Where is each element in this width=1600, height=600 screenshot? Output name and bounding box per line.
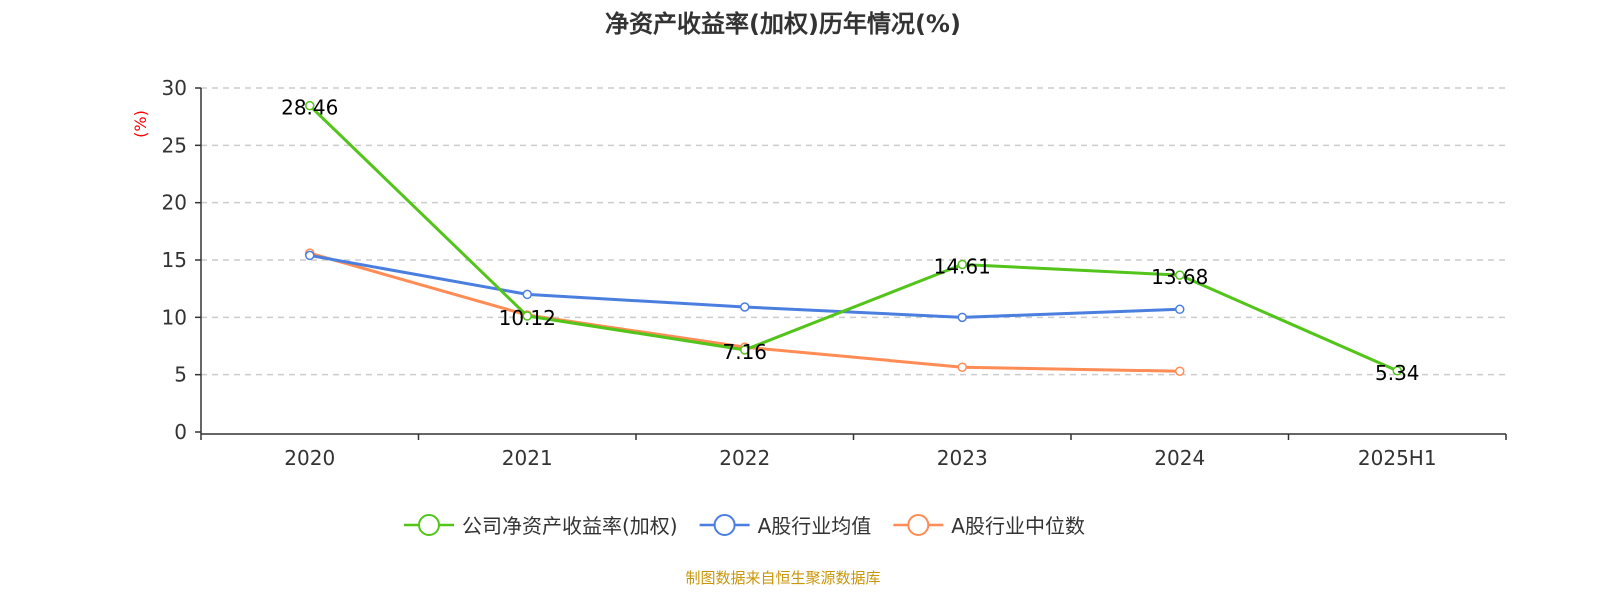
- data-label: 28.46: [281, 96, 338, 120]
- data-point[interactable]: [957, 312, 967, 323]
- data-point[interactable]: [740, 302, 750, 312]
- chart-title: 净资产收益率(加权)历年情况(%): [605, 10, 961, 38]
- data-point[interactable]: [1392, 366, 1402, 376]
- data-point[interactable]: [957, 362, 967, 372]
- legend-item[interactable]: 公司净资产收益率(加权): [404, 514, 678, 538]
- data-point[interactable]: [305, 100, 315, 111]
- data-label: 7.16: [722, 340, 767, 364]
- legend-label: 公司净资产收益率(加权): [462, 514, 678, 538]
- x-tick-label: 2020: [284, 446, 335, 470]
- x-tick-label: 2024: [1154, 446, 1205, 470]
- data-label: 10.12: [499, 306, 556, 330]
- data-label: 5.34: [1375, 361, 1420, 385]
- x-tick-label: 2023: [937, 446, 988, 470]
- data-label: 13.68: [1151, 265, 1208, 289]
- legend-item[interactable]: A股行业均值: [699, 514, 872, 538]
- legend-label: A股行业中位数: [951, 514, 1085, 538]
- data-point[interactable]: [740, 345, 750, 355]
- data-point[interactable]: [957, 259, 967, 270]
- y-tick-label: 5: [174, 363, 187, 387]
- x-tick-label: 2025H1: [1358, 446, 1437, 470]
- data-point[interactable]: [1175, 304, 1185, 315]
- legend-item[interactable]: A股行业中位数: [893, 514, 1085, 538]
- data-label: 14.61: [934, 254, 991, 278]
- legend-circle-icon: [418, 514, 440, 536]
- data-point[interactable]: [522, 289, 532, 300]
- x-tick-label: 2022: [719, 446, 770, 470]
- y-tick-label: 0: [174, 420, 187, 444]
- y-tick-label: 10: [162, 305, 187, 329]
- data-point[interactable]: [1175, 270, 1185, 280]
- x-tick-label: 2021: [502, 446, 553, 470]
- y-tick-label: 15: [162, 248, 187, 272]
- series-line: [308, 104, 1398, 373]
- data-point[interactable]: [522, 311, 532, 321]
- y-tick-label: 30: [162, 76, 187, 100]
- data-point[interactable]: [1175, 366, 1185, 376]
- data-point[interactable]: [305, 250, 315, 261]
- y-tick-label: 20: [162, 191, 187, 215]
- y-axis-label: (%): [131, 110, 150, 138]
- legend-label: A股行业均值: [758, 514, 872, 538]
- legend-circle-icon: [907, 514, 930, 536]
- y-tick-label: 25: [162, 133, 187, 157]
- data-source-note: 制图数据来自恒生聚源数据库: [685, 569, 880, 587]
- legend-circle-icon: [713, 514, 736, 536]
